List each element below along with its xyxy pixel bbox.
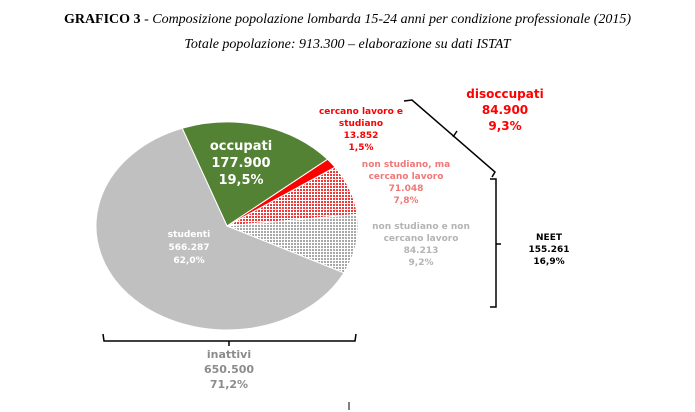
value-neet: 155.261 <box>529 245 570 255</box>
neet-brace <box>490 178 501 308</box>
value-cercano-studiano: 13.852 <box>344 131 379 141</box>
pie-slice-studenti <box>95 127 345 331</box>
percent-neet: 16,9% <box>533 257 564 267</box>
chart-title: GRAFICO 3 - Composizione popolazione lom… <box>0 12 695 28</box>
label-inattivi: inattivi <box>207 348 251 361</box>
value-inattivi: 650.500 <box>204 363 254 376</box>
percent-occupati: 19,5% <box>218 173 263 188</box>
label-occupati: occupati <box>210 139 272 154</box>
label-studenti: studenti <box>168 230 210 240</box>
chart-subtitle: Totale popolazione: 913.300 – elaborazio… <box>184 37 511 52</box>
percent-neet-inattivi: 9,2% <box>409 258 434 268</box>
pie-slice-occupati <box>181 121 329 227</box>
value-neet-inattivi: 84.213 <box>404 246 439 256</box>
label-neet-inattivi-1: non studiano e non <box>372 222 470 232</box>
value-nonstudiano-cercano: 71.048 <box>389 184 424 194</box>
percent-disoccupati: 9,3% <box>488 119 521 133</box>
label-cercano-studiano-1: cercano lavoro e <box>319 107 403 117</box>
percent-inattivi: 71,2% <box>210 378 248 391</box>
percent-studenti: 62,0% <box>173 256 204 266</box>
value-disoccupati: 84.900 <box>482 103 528 117</box>
value-studenti: 566.287 <box>169 243 210 253</box>
label-nonstudiano-cercano-1: non studiano, ma <box>362 160 450 170</box>
figure-number: GRAFICO 3 <box>63 12 141 27</box>
label-neet-inattivi-2: cercano lavoro <box>384 234 459 244</box>
value-occupati: 177.900 <box>211 156 270 171</box>
title-text: - Composizione popolazione lombarda 15-2… <box>140 12 632 27</box>
label-neet: NEET <box>536 233 563 243</box>
label-nonstudiano-cercano-2: cercano lavoro <box>369 172 444 182</box>
disoccupati-brace-tick <box>452 130 458 138</box>
percent-cercano-studiano: 1,5% <box>349 143 374 153</box>
label-cercano-studiano-2: studiano <box>339 119 383 129</box>
label-disoccupati: disoccupati <box>466 87 543 101</box>
percent-nonstudiano-cercano: 7,8% <box>394 196 419 206</box>
inattivi-brace <box>102 333 357 346</box>
